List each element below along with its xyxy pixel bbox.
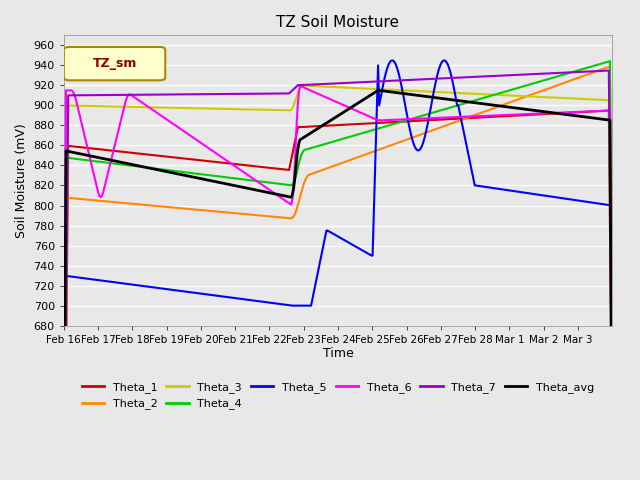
Legend: Theta_1, Theta_2, Theta_3, Theta_4, Theta_5, Theta_6, Theta_7, Theta_avg: Theta_1, Theta_2, Theta_3, Theta_4, Thet… <box>77 378 599 414</box>
X-axis label: Time: Time <box>323 348 353 360</box>
FancyBboxPatch shape <box>64 47 165 80</box>
Text: TZ_sm: TZ_sm <box>93 57 137 70</box>
Y-axis label: Soil Moisture (mV): Soil Moisture (mV) <box>15 123 28 238</box>
Title: TZ Soil Moisture: TZ Soil Moisture <box>276 15 399 30</box>
